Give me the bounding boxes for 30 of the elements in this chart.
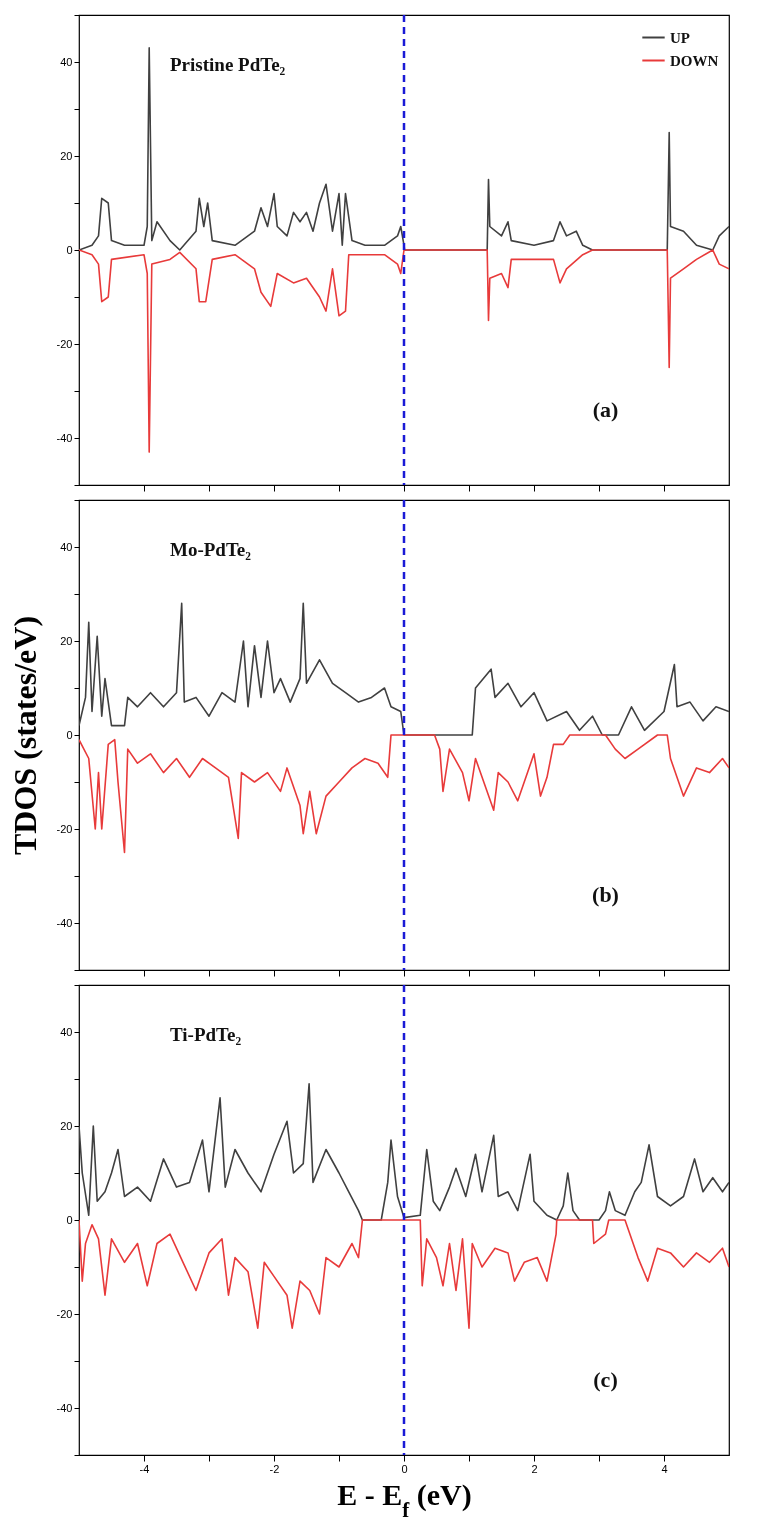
y-tick-label: 20 [60, 634, 73, 647]
annotation: (b) [592, 882, 619, 907]
x-tick-label: 0 [401, 1462, 408, 1475]
x-tick-label: -4 [139, 1462, 150, 1475]
x-tick-label: 4 [661, 1462, 668, 1475]
legend-label: UP [670, 29, 690, 46]
y-tick-label: 0 [66, 1213, 73, 1226]
annotation: Mo-PdTe₂ [170, 539, 252, 560]
x-axis-title: E - E$_{f}$ (eV) [337, 1477, 472, 1522]
y-tick-label: 0 [66, 243, 73, 256]
y-tick-label: -40 [56, 1401, 73, 1414]
y-tick-label: -20 [56, 822, 73, 835]
y-tick-label: -20 [56, 1307, 73, 1320]
y-tick-label: -40 [56, 431, 73, 444]
annotation: (c) [593, 1367, 618, 1392]
y-tick-label: 20 [60, 149, 73, 162]
y-tick-label: 40 [60, 55, 73, 68]
legend-label: DOWN [670, 52, 719, 69]
annotation: Pristine PdTe₂ [170, 54, 286, 75]
y-tick-label: -40 [56, 916, 73, 929]
y-tick-label: 40 [60, 540, 73, 553]
y-tick-label: -20 [56, 337, 73, 350]
annotation: Ti-PdTe₂ [170, 1024, 242, 1045]
x-tick-label: -2 [269, 1462, 280, 1475]
y-tick-label: 0 [66, 728, 73, 741]
y-tick-label: 40 [60, 1025, 73, 1038]
x-tick-label: 2 [531, 1462, 538, 1475]
y-tick-label: 20 [60, 1119, 73, 1132]
y-axis-title: TDOS (states/eV) [6, 615, 43, 856]
annotation: (a) [592, 397, 619, 422]
